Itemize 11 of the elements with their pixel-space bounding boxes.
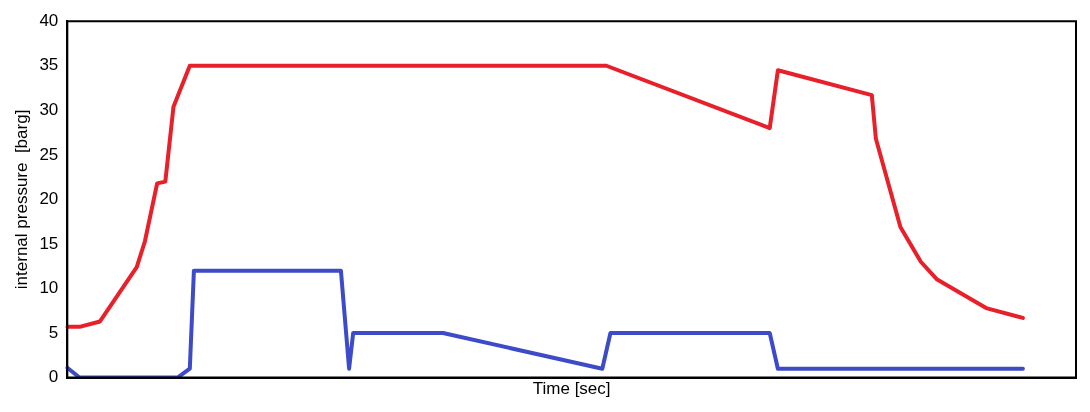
y-tick-label: 10 [39, 278, 59, 298]
y-tick-label: 5 [48, 322, 59, 342]
y-tick-label: 30 [39, 99, 59, 119]
x-axis-title: Time [sec] [532, 379, 611, 399]
y-tick-label: 0 [48, 367, 59, 387]
y-tick-label: 35 [39, 55, 59, 75]
y-axis-title: internal pressure [barg] [11, 109, 31, 290]
y-tick-label: 15 [39, 233, 59, 253]
y-tick-label: 20 [39, 189, 59, 209]
y-tick-label: 40 [39, 10, 59, 30]
y-tick-label: 25 [39, 144, 59, 164]
